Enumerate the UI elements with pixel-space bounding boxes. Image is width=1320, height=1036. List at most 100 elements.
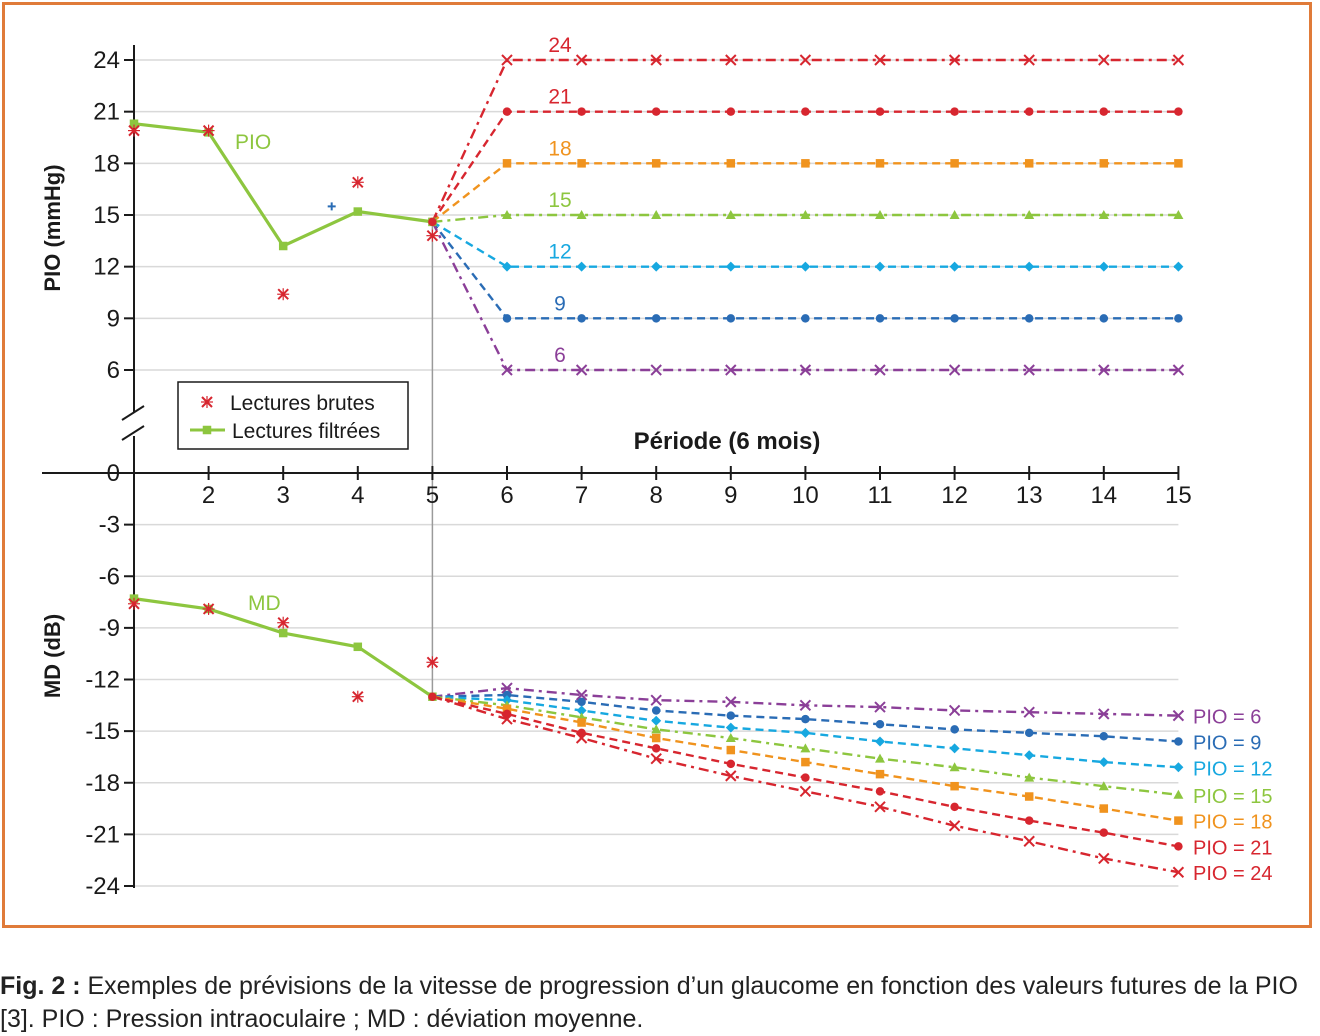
x-tick-label: 3 xyxy=(277,482,290,509)
pio-projection-label: 15 xyxy=(548,189,571,212)
md-projection-marker-stroke xyxy=(1098,852,1110,865)
md-projection-marker xyxy=(726,759,736,769)
pio-projection-marker-stroke xyxy=(725,364,737,376)
x-tick-label: 4 xyxy=(351,482,364,509)
pio-projection-marker xyxy=(799,364,812,376)
pio-projection-marker xyxy=(1098,210,1109,219)
pio-projection-label: 6 xyxy=(554,344,566,367)
pio-filtered-marker xyxy=(353,207,363,216)
md-projection-marker-stroke xyxy=(874,701,886,713)
md-projection-marker-stroke xyxy=(799,785,812,798)
pio-projection-marker xyxy=(651,159,661,168)
pio-projection-marker-stroke xyxy=(799,364,812,376)
md-filtered-marker xyxy=(353,642,363,652)
pio-projection-marker xyxy=(577,159,586,168)
md-projection-label: PIO = 6 xyxy=(1193,707,1261,729)
md-projection-marker xyxy=(651,744,661,753)
md-projection-marker-stroke xyxy=(948,704,961,717)
md-projection-marker-stroke xyxy=(575,732,588,744)
md-raw-marker xyxy=(202,602,215,615)
pio-projection-label: 9 xyxy=(554,292,566,315)
md-projection-marker xyxy=(577,718,586,727)
md-projection-marker-stroke xyxy=(725,696,737,708)
md-projection-marker xyxy=(725,722,736,733)
md-projection-marker xyxy=(949,743,960,754)
md-projection-marker xyxy=(1024,772,1035,782)
pio-y-axis-title: PIO (mmHg) xyxy=(40,164,65,291)
pio-projection-marker-stroke xyxy=(650,364,662,376)
md-projection-marker xyxy=(948,704,961,717)
axis-break-mark xyxy=(121,405,145,421)
pio-projection-line-24 xyxy=(431,58,1179,223)
pio-projection-marker xyxy=(800,210,811,219)
pio-projection-marker xyxy=(875,261,885,272)
pio-projection-marker xyxy=(801,107,810,116)
md-projection-marker xyxy=(1099,828,1109,837)
pio-projection-marker xyxy=(800,261,811,272)
md-projection-marker xyxy=(1098,852,1110,865)
pio-projection-marker xyxy=(875,159,885,168)
pio-projection-marker xyxy=(501,54,513,66)
md-y-tick-label: -21 xyxy=(85,821,120,848)
md-projection-marker xyxy=(1172,709,1185,722)
pio-projection-marker xyxy=(1172,54,1185,66)
md-projection-label: PIO = 9 xyxy=(1193,732,1261,754)
md-projection-marker xyxy=(1023,835,1035,847)
pio-projection-marker xyxy=(948,54,961,66)
pio-projection-marker xyxy=(577,107,586,116)
glaucoma-progression-chart: 6 9 12 15 18 21 24 0 -3 -6 -9 -12 -15 -18 -21 -24 2 3 4 5 6 7… xyxy=(40,34,1273,900)
pio-y-tick-label: 21 xyxy=(93,99,120,126)
pio-projection-marker xyxy=(576,210,587,219)
pio-projection-marker xyxy=(725,54,737,66)
pio-filtered-line xyxy=(133,122,433,249)
md-projection-marker xyxy=(1023,706,1035,718)
md-projection-marker xyxy=(800,743,811,753)
md-projection-marker xyxy=(577,697,586,707)
pio-projection-label: 18 xyxy=(548,137,571,160)
caption-label: Fig. 2 : xyxy=(0,972,81,1000)
pio-projection-marker xyxy=(576,261,587,272)
md-y-tick-label: -18 xyxy=(85,770,120,797)
md-y-tick-label: -24 xyxy=(85,873,120,900)
md-projection-marker-stroke xyxy=(948,820,961,832)
x-tick-label: 15 xyxy=(1165,482,1192,509)
md-projection-marker xyxy=(875,736,885,747)
md-projection-marker xyxy=(575,732,588,744)
pio-projection-marker-stroke xyxy=(874,364,886,376)
pio-projection-marker xyxy=(502,261,512,272)
md-y-axis-title: MD (dB) xyxy=(40,614,65,698)
md-projection-marker xyxy=(1024,750,1035,761)
pio-projection-marker xyxy=(1099,107,1109,116)
md-projection-marker-stroke xyxy=(799,699,812,712)
md-projection-marker xyxy=(1024,816,1034,825)
pio-projection-marker xyxy=(502,107,512,116)
x-tick-label: 11 xyxy=(868,482,893,509)
pio-projection-label: 21 xyxy=(548,86,571,109)
md-projection-marker xyxy=(1173,789,1184,799)
md-projection-marker xyxy=(950,725,959,734)
md-projection-marker-stroke xyxy=(575,689,588,701)
axis-break-mark xyxy=(121,425,145,441)
pio-projection-marker xyxy=(1024,107,1034,116)
pio-projection-marker xyxy=(1023,364,1035,376)
md-projection-label: PIO = 21 xyxy=(1193,837,1273,859)
md-projection-marker xyxy=(1174,842,1183,851)
pio-projection-label: 12 xyxy=(548,241,571,264)
md-raw-marker xyxy=(277,616,290,629)
pio-filtered-marker xyxy=(129,119,139,128)
pio-projection-marker xyxy=(502,314,512,323)
figure-caption: Fig. 2 : Exemples de prévisions de la vi… xyxy=(0,970,1318,1036)
legend-raw-marker xyxy=(201,396,213,408)
x-tick-label: 7 xyxy=(575,482,588,509)
pio-projection-marker xyxy=(1023,54,1035,66)
pio-projection-marker xyxy=(1174,314,1183,323)
pio-projection-marker xyxy=(1024,159,1034,168)
pio-projection-marker xyxy=(502,210,512,219)
md-projection-marker xyxy=(950,781,959,791)
pio-projection-marker xyxy=(950,314,959,323)
legend-filtered-marker xyxy=(202,425,212,435)
x-tick-label: 5 xyxy=(426,482,439,509)
md-projection-marker xyxy=(650,694,662,706)
md-projection-marker xyxy=(726,711,736,720)
md-projection-line xyxy=(432,686,1179,717)
